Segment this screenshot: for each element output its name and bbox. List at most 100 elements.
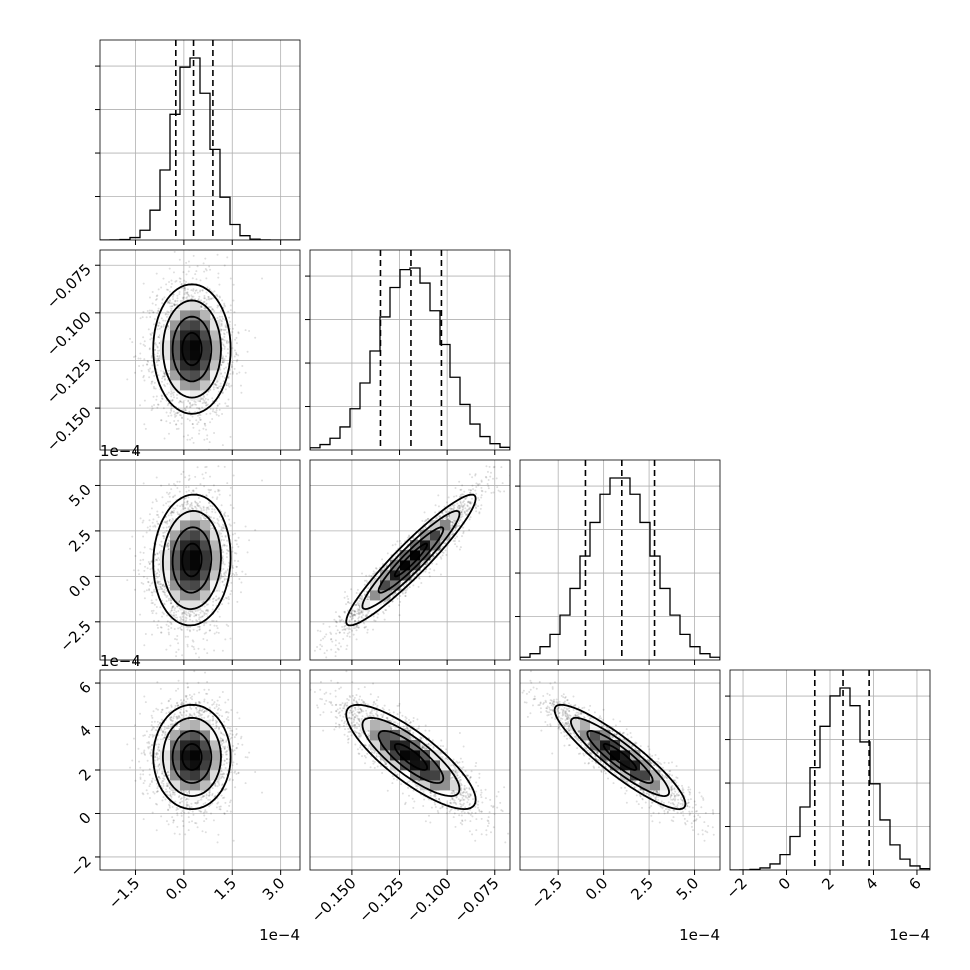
sample-point — [203, 294, 206, 297]
sample-point — [223, 335, 226, 338]
sample-point — [145, 316, 148, 319]
sample-point — [229, 637, 232, 640]
sample-point — [146, 309, 149, 312]
sample-point — [206, 438, 209, 441]
sample-point — [165, 623, 168, 626]
sample-point — [196, 406, 199, 409]
sample-point — [166, 301, 169, 304]
sample-point — [225, 384, 228, 387]
sample-point — [261, 479, 264, 482]
y-tick-label: −0.150 — [43, 403, 95, 455]
sample-point — [187, 434, 190, 437]
sample-point — [169, 422, 172, 425]
sample-point — [153, 588, 156, 591]
sample-point — [238, 371, 241, 374]
sample-point — [187, 293, 190, 296]
sample-point — [236, 600, 239, 603]
sample-point — [155, 606, 158, 609]
sample-point — [137, 357, 140, 360]
sample-point — [216, 627, 219, 630]
sample-point — [173, 304, 176, 307]
sample-point — [221, 315, 224, 318]
sample-point — [152, 385, 155, 388]
sample-point — [203, 270, 206, 273]
sample-point — [180, 628, 183, 631]
sample-point — [201, 402, 204, 405]
sample-point — [232, 567, 235, 570]
sample-point — [139, 352, 142, 355]
sample-point — [193, 403, 196, 406]
sample-point — [171, 305, 174, 308]
sample-point — [175, 428, 178, 431]
sample-point — [220, 504, 223, 507]
sample-point — [218, 295, 221, 298]
sample-point — [234, 338, 237, 341]
sample-point — [152, 311, 155, 314]
sample-point — [197, 400, 200, 403]
sample-point — [186, 643, 189, 646]
sample-point — [163, 375, 166, 378]
sample-point — [152, 518, 155, 521]
sample-point — [185, 406, 188, 409]
sample-point — [202, 398, 205, 401]
sample-point — [143, 597, 146, 600]
sample-point — [227, 375, 230, 378]
sample-point — [142, 343, 145, 346]
sample-point — [150, 371, 153, 374]
sample-point — [188, 295, 191, 298]
panel-frame-1-1 — [309, 249, 511, 451]
sample-point — [206, 286, 209, 289]
sample-point — [222, 359, 225, 362]
sample-point — [183, 289, 186, 292]
sample-point — [208, 288, 211, 291]
sample-point — [151, 612, 154, 615]
sample-point — [137, 569, 140, 572]
sample-point — [232, 533, 235, 536]
sample-point — [152, 311, 155, 314]
sample-point — [139, 357, 142, 360]
sample-point — [164, 385, 167, 388]
sample-point — [205, 402, 208, 405]
sample-point — [227, 598, 230, 601]
sample-point — [162, 370, 165, 373]
sample-point — [139, 551, 142, 554]
sample-point — [195, 270, 198, 273]
sample-point — [170, 407, 173, 410]
sample-point — [215, 620, 218, 623]
sample-point — [157, 359, 160, 362]
sample-point — [156, 359, 159, 362]
sample-point — [155, 612, 158, 615]
sample-point — [215, 411, 218, 414]
sample-point — [228, 385, 231, 388]
sample-point — [151, 364, 154, 367]
sample-point — [215, 413, 218, 416]
sample-point — [167, 288, 170, 291]
sample-point — [226, 348, 229, 351]
sample-point — [205, 465, 208, 468]
sample-point — [152, 590, 155, 593]
sample-point — [239, 591, 242, 594]
sample-point — [174, 455, 176, 457]
sample-point — [228, 518, 231, 521]
sample-point — [235, 336, 238, 339]
sample-point — [163, 375, 166, 378]
sample-point — [157, 523, 160, 526]
sample-point — [155, 395, 158, 398]
sample-point — [173, 420, 176, 423]
sample-point — [213, 411, 216, 414]
sample-point — [148, 312, 151, 315]
sample-point — [148, 513, 151, 516]
sample-point — [184, 291, 187, 294]
sample-point — [223, 367, 226, 370]
sample-point — [212, 619, 215, 622]
sample-point — [167, 500, 170, 503]
sample-point — [153, 349, 156, 352]
sample-point — [156, 346, 159, 349]
sample-point — [206, 393, 209, 396]
sample-point — [246, 350, 249, 353]
sample-point — [205, 291, 208, 294]
sample-point — [154, 498, 157, 501]
sample-point — [142, 364, 145, 367]
sample-point — [169, 290, 172, 293]
sample-point — [173, 391, 176, 394]
